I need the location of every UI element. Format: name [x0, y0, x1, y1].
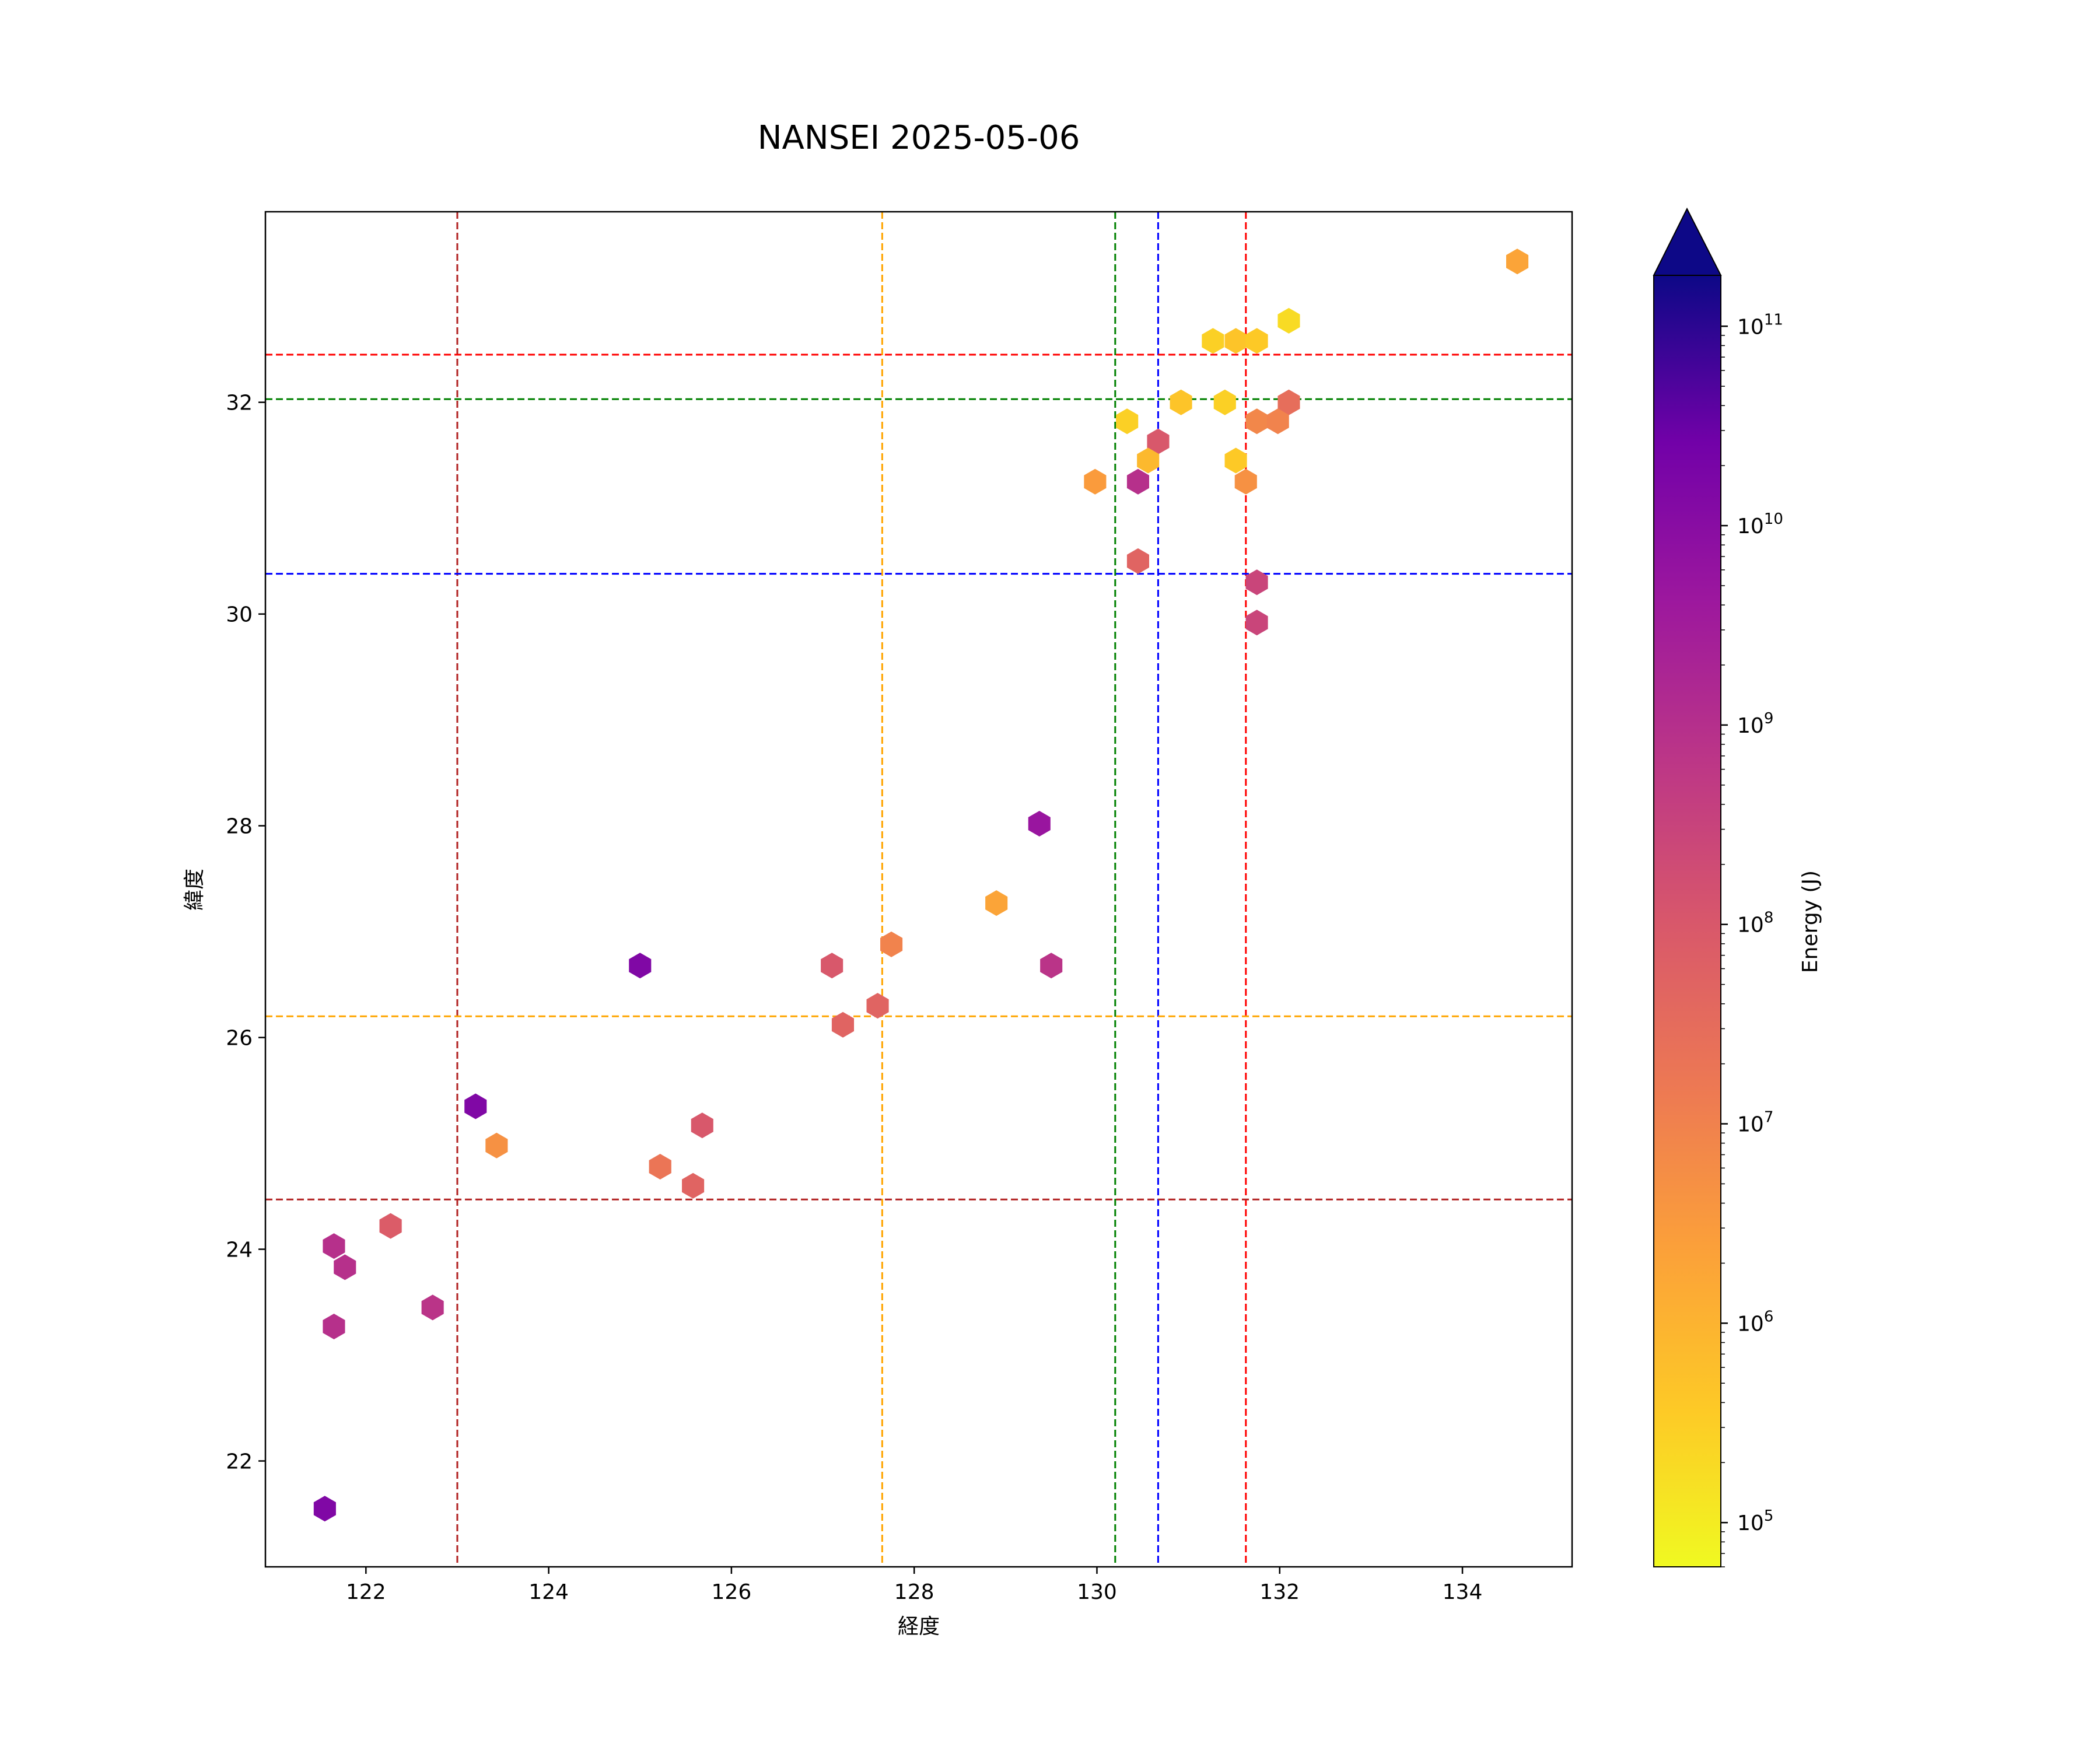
hexbin-point-1: [1278, 307, 1300, 334]
plot-area: [264, 211, 1573, 1568]
x-axis-label: 経度: [898, 1615, 940, 1639]
hexbin-point-34: [323, 1233, 345, 1259]
hexbin-point-24: [629, 953, 652, 979]
colorbar-tick-label: 108: [1737, 909, 1773, 937]
hexbin-point-18: [1245, 569, 1268, 596]
hexbin-point-28: [464, 1093, 487, 1119]
hexbin-point-23: [880, 931, 903, 957]
hexbin-point-11: [1147, 428, 1170, 454]
hexbin-point-33: [379, 1213, 402, 1239]
colorbar: 105 106 107 108 109 1010 1011 Energy (J): [1653, 207, 1822, 1567]
y-tick-label: 26: [226, 1027, 253, 1051]
plot-background: [265, 212, 1572, 1567]
hexbin-point-16: [1234, 468, 1257, 495]
x-tick-label: 132: [1259, 1580, 1300, 1604]
data-points: [313, 249, 1529, 1522]
hexbin-point-14: [1084, 468, 1107, 495]
hexbin-point-6: [1213, 389, 1236, 415]
x-tick-label: 122: [346, 1580, 386, 1604]
hexbin-point-0: [1506, 249, 1529, 275]
hexbin-point-7: [1278, 389, 1300, 415]
hexbin-point-15: [1126, 468, 1149, 495]
plot-frame: [264, 211, 1573, 1568]
hexbin-point-21: [985, 890, 1008, 916]
y-tick-label: 32: [226, 391, 253, 415]
hexbin-point-26: [866, 993, 889, 1019]
x-axis: 122 124 126 128 130 132 134: [346, 1567, 1482, 1604]
y-tick-label: 30: [226, 603, 253, 627]
colorbar-extend-arrow: [1653, 207, 1722, 276]
y-axis-label: 緯度: [183, 869, 206, 911]
hexbin-point-19: [1245, 610, 1268, 636]
chart-title: NANSEI 2025-05-06: [758, 119, 1080, 157]
x-tick-label: 126: [712, 1580, 752, 1604]
colorbar-tick-label: 1010: [1737, 510, 1783, 538]
hexbin-point-32: [682, 1172, 705, 1199]
hexbin-point-20: [1028, 811, 1051, 836]
y-tick-label: 28: [226, 815, 253, 839]
hexbin-point-13: [1224, 447, 1247, 474]
y-tick-label: 24: [226, 1238, 253, 1262]
hexbin-point-35: [334, 1254, 356, 1280]
colorbar-tick-label: 106: [1737, 1308, 1773, 1336]
hexbin-point-8: [1116, 408, 1139, 435]
colorbar-tick-label: 109: [1737, 710, 1773, 738]
hexbin-point-3: [1224, 328, 1247, 354]
hexbin-point-22: [821, 953, 844, 979]
hexbin-point-12: [1137, 447, 1160, 474]
hexbin-point-30: [691, 1112, 713, 1139]
colorbar-tick-label: 107: [1737, 1109, 1773, 1137]
x-tick-label: 124: [528, 1580, 569, 1604]
hexbin-point-29: [485, 1132, 508, 1158]
y-axis: 22 24 26 28 30 32: [226, 391, 265, 1474]
hexbin-point-9: [1245, 408, 1268, 435]
colorbar-gradient: [1653, 275, 1721, 1567]
colorbar-tick-label: 105: [1737, 1507, 1773, 1535]
hexbin-point-10: [1266, 408, 1289, 435]
hexbin-point-38: [313, 1496, 336, 1522]
hexbin-point-36: [421, 1294, 444, 1321]
hexbin-point-31: [649, 1154, 671, 1180]
colorbar-ticks: 105 106 107 108 109 1010 1011: [1721, 311, 1783, 1567]
hexbin-point-2: [1202, 328, 1224, 354]
hexbin-point-37: [323, 1314, 345, 1339]
colorbar-tick-label: 1011: [1737, 311, 1783, 339]
hexbin-point-25: [1040, 953, 1063, 979]
y-tick-label: 22: [226, 1450, 253, 1474]
x-tick-label: 134: [1443, 1580, 1483, 1604]
hexbin-point-17: [1126, 548, 1149, 574]
hexbin-point-5: [1170, 389, 1192, 415]
x-tick-label: 130: [1077, 1580, 1117, 1604]
hexbin-point-4: [1245, 328, 1268, 354]
hexbin-point-27: [831, 1012, 854, 1038]
x-tick-label: 128: [894, 1580, 935, 1604]
colorbar-label: Energy (J): [1798, 870, 1822, 973]
